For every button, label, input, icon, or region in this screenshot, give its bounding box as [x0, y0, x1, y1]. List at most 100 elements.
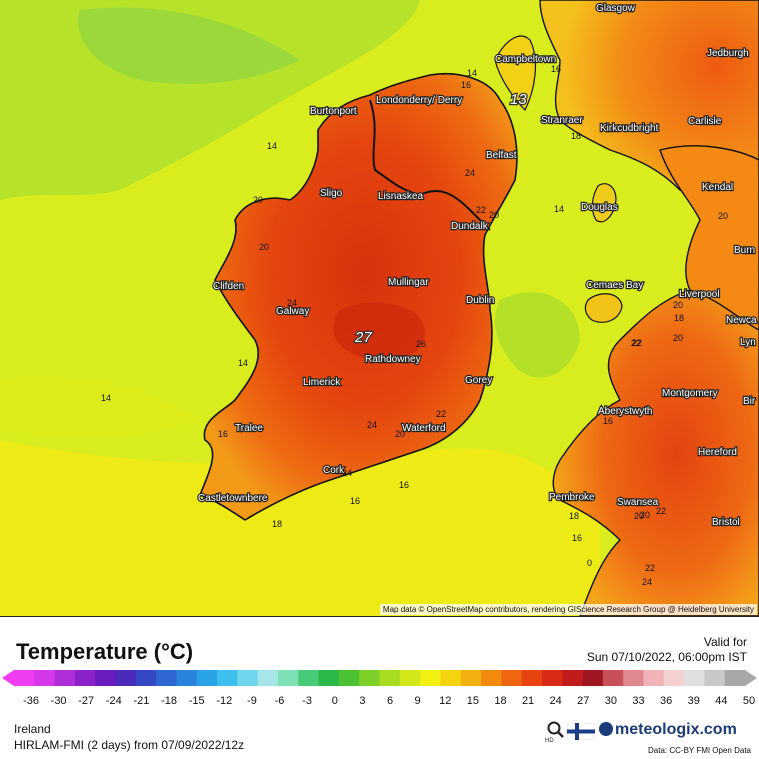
max-temperature-value: 27 [354, 329, 372, 346]
city-galway: Galway [276, 306, 309, 317]
border-ireland [369, 99, 491, 231]
svg-text:HD: HD [545, 738, 554, 743]
scale-tick-label: 24 [549, 695, 562, 707]
brand-logo[interactable]: meteologix.com [599, 721, 737, 739]
isoline-label: 24 [342, 468, 352, 478]
city-tralee: Tralee [235, 423, 263, 434]
city-aberystwyth: Aberystwyth [598, 406, 652, 417]
isoline-label: 22 [631, 338, 641, 348]
isoline-label: 16 [399, 480, 409, 490]
scale-arrow-high [745, 670, 757, 686]
city-mullingar: Mullingar [388, 277, 429, 288]
isoline-label: 16 [603, 416, 613, 426]
isoline-label: 14 [467, 68, 477, 78]
city-labels: Glasgow Campbeltown Jedburgh Burtonport … [197, 2, 758, 529]
scale-swatch [95, 670, 117, 686]
scale-tick-label: 36 [660, 695, 673, 707]
city-londonderry: Londonderry/ Derry [376, 95, 462, 106]
city-lisnaskea: Lisnaskea [378, 191, 423, 202]
color-scale-bar [2, 670, 757, 686]
isoline-label: 22 [632, 338, 642, 348]
land-anglesey [584, 293, 623, 323]
city-rathdowney: Rathdowney [365, 354, 421, 365]
scale-tick-label: -36 [23, 695, 39, 707]
scale-swatch [623, 670, 644, 686]
scale-tick-label: 3 [359, 695, 366, 707]
city-newca: Newca [726, 315, 757, 326]
isoline-labels: 14 16 16 18 20 24 22 14 20 20 24 20 14 1… [101, 64, 728, 587]
scale-swatch [460, 670, 482, 686]
isoline-label: 14 [554, 204, 564, 214]
city-burtonport: Burtonport [310, 106, 357, 117]
isoline-label: 16 [218, 429, 228, 439]
scale-swatch [501, 670, 523, 686]
city-belfast: Belfast [486, 150, 517, 161]
isoline-label: 20 [395, 429, 405, 439]
zoom-hd-icon[interactable]: HD [545, 719, 567, 743]
isoline-label: 20 [259, 242, 269, 252]
city-gorey: Gorey [465, 375, 492, 386]
city-cemaes-bay: Cemaes Bay [586, 280, 643, 291]
city-glasgow: Glasgow [596, 3, 636, 14]
warm-zone-south [0, 440, 600, 616]
scale-swatch [318, 670, 340, 686]
scale-swatch [176, 670, 198, 686]
scale-tick-label: 15 [466, 695, 479, 707]
city-jedburgh: Jedburgh [707, 48, 749, 59]
isoline-label: 22 [645, 563, 655, 573]
data-source-note: Data: CC-BY FMI Open Data [648, 746, 751, 755]
scale-tick-label: -24 [105, 695, 122, 707]
isoline-label: 16 [350, 496, 360, 506]
isoline-label: 22 [656, 506, 666, 516]
scale-tick-label: 12 [439, 695, 452, 707]
isoline-label: 24 [465, 168, 475, 178]
city-swansea: Swansea [617, 497, 659, 508]
isoline-label: 24 [287, 298, 297, 308]
scale-swatch [196, 670, 218, 686]
scale-tick-label: 6 [386, 695, 394, 707]
city-hereford: Hereford [698, 447, 737, 458]
cool-zone-southwest [0, 376, 200, 437]
isoline-label: 22 [476, 205, 486, 215]
city-montgomery: Montgomery [662, 388, 718, 399]
city-lyn: Lyn [740, 337, 756, 348]
scale-tick-label: -21 [133, 695, 150, 707]
isoline-label: 22 [436, 409, 446, 419]
scale-swatch [14, 670, 35, 686]
city-kirkcudbright: Kirkcudbright [600, 123, 659, 134]
city-sligo: Sligo [320, 188, 343, 199]
finland-flag-icon [567, 723, 595, 740]
scale-tick-label: 27 [577, 695, 590, 707]
scale-swatch [379, 670, 401, 686]
isoline-label: 20 [634, 511, 644, 521]
city-waterford: Waterford [402, 423, 446, 434]
scale-tick-label: 30 [604, 695, 618, 707]
cool-zone-irish-sea [494, 292, 580, 378]
hot-core [333, 302, 425, 361]
model-run-label: HIRLAM-FMI (2 days) from 07/09/2022/12z [14, 738, 245, 752]
city-clifden: Clifden [213, 281, 244, 292]
scale-swatch [217, 670, 238, 686]
scale-tick-label: 18 [494, 695, 507, 707]
scale-swatch [298, 670, 320, 686]
scale-tick-label: -6 [274, 695, 285, 707]
temperature-map[interactable]: Glasgow Campbeltown Jedburgh Burtonport … [0, 0, 759, 617]
land-wales-england [552, 289, 759, 616]
scale-tick-label: 50 [742, 695, 756, 707]
brand-logo-icon [599, 722, 613, 736]
brand-zone: HD meteologix.com [545, 719, 755, 743]
isoline-label: 26 [416, 339, 426, 349]
cool-zone-north [78, 7, 300, 84]
city-douglas: Douglas [581, 202, 618, 213]
scale-tick-label: -9 [247, 695, 257, 707]
scale-swatch [74, 670, 96, 686]
region-label: Ireland [14, 722, 51, 736]
scale-tick-label: 0 [331, 695, 338, 707]
isoline-label: 16 [572, 533, 582, 543]
scale-swatch [34, 670, 56, 686]
valid-date: Sun 07/10/2022, 06:00pm IST [586, 650, 747, 664]
isoline-label: 20 [718, 211, 728, 221]
scale-swatch [359, 670, 380, 686]
scale-swatch [440, 670, 462, 686]
isoline-label: 20 [489, 210, 499, 220]
